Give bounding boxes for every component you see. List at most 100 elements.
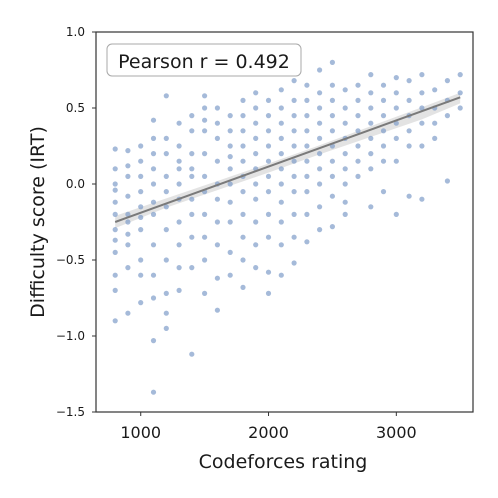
data-point bbox=[278, 151, 284, 157]
data-point bbox=[265, 158, 272, 164]
data-point bbox=[163, 310, 169, 316]
data-point bbox=[265, 113, 272, 119]
data-point bbox=[342, 151, 348, 157]
data-point bbox=[176, 166, 182, 172]
data-point bbox=[189, 265, 195, 271]
data-point bbox=[202, 151, 208, 157]
data-point bbox=[214, 135, 220, 141]
data-point bbox=[176, 242, 182, 248]
data-point bbox=[163, 325, 169, 331]
data-point bbox=[138, 158, 144, 164]
plot-frame bbox=[95, 31, 474, 413]
data-point bbox=[329, 173, 335, 179]
data-point bbox=[432, 87, 438, 93]
data-point bbox=[406, 193, 412, 199]
data-point bbox=[240, 143, 246, 149]
data-point bbox=[368, 120, 374, 126]
y-tick-label: −1.0 bbox=[56, 329, 85, 343]
data-point bbox=[317, 90, 323, 96]
data-point bbox=[227, 128, 233, 134]
data-point bbox=[253, 120, 259, 126]
data-point bbox=[329, 158, 335, 164]
data-point bbox=[265, 173, 272, 179]
data-point bbox=[240, 113, 246, 119]
data-point bbox=[380, 82, 387, 88]
data-point bbox=[240, 158, 246, 164]
data-point bbox=[304, 211, 310, 217]
data-point bbox=[240, 128, 246, 134]
data-point bbox=[176, 287, 182, 293]
y-tick-label: 0.5 bbox=[66, 101, 85, 115]
data-point bbox=[278, 120, 284, 126]
pearson-annotation: Pearson r = 0.492 bbox=[118, 51, 290, 73]
data-point bbox=[163, 227, 169, 233]
data-point bbox=[419, 105, 425, 111]
data-point bbox=[444, 178, 450, 184]
data-point bbox=[278, 219, 284, 225]
data-point bbox=[163, 204, 169, 210]
data-point bbox=[176, 120, 182, 126]
data-point bbox=[125, 148, 131, 154]
data-point bbox=[189, 351, 195, 357]
data-point bbox=[150, 272, 157, 278]
data-point bbox=[342, 105, 348, 111]
data-point bbox=[202, 290, 208, 296]
data-point bbox=[138, 214, 144, 220]
data-point bbox=[304, 173, 310, 179]
annotation-frame bbox=[106, 43, 302, 77]
data-point bbox=[329, 128, 335, 134]
data-point bbox=[419, 143, 425, 149]
data-point bbox=[317, 120, 323, 126]
data-point bbox=[393, 211, 399, 217]
data-point bbox=[419, 120, 425, 126]
data-point bbox=[329, 59, 335, 65]
data-point bbox=[355, 128, 361, 134]
data-point bbox=[240, 234, 246, 240]
data-point bbox=[406, 97, 412, 103]
data-point bbox=[189, 128, 195, 134]
x-tick-label: 2000 bbox=[248, 423, 289, 442]
data-point bbox=[138, 272, 144, 278]
data-point bbox=[240, 211, 246, 217]
data-point bbox=[125, 231, 131, 237]
data-point bbox=[253, 242, 259, 248]
data-point bbox=[368, 90, 374, 96]
data-point bbox=[393, 75, 399, 81]
data-point bbox=[150, 135, 157, 141]
data-point bbox=[112, 249, 118, 255]
data-point bbox=[265, 269, 272, 275]
data-point bbox=[189, 151, 195, 157]
data-point bbox=[457, 105, 463, 111]
y-tick-label: 0.0 bbox=[66, 177, 85, 191]
data-point bbox=[304, 82, 310, 88]
data-point bbox=[253, 151, 259, 157]
data-point bbox=[227, 272, 233, 278]
data-point bbox=[125, 193, 131, 199]
data-point bbox=[214, 120, 220, 126]
data-point bbox=[278, 87, 284, 93]
data-point bbox=[432, 135, 438, 141]
data-point bbox=[227, 154, 233, 160]
data-point bbox=[150, 242, 157, 248]
data-point bbox=[278, 105, 284, 111]
data-point bbox=[176, 265, 182, 271]
data-point bbox=[253, 90, 259, 96]
data-point bbox=[406, 143, 412, 149]
data-point bbox=[253, 105, 259, 111]
y-tick-label: −1.5 bbox=[56, 405, 85, 419]
data-point bbox=[380, 189, 387, 195]
data-point bbox=[304, 239, 310, 245]
data-point bbox=[265, 211, 272, 217]
data-point bbox=[342, 120, 348, 126]
data-point bbox=[380, 97, 387, 103]
data-point bbox=[457, 72, 463, 78]
data-point bbox=[150, 166, 157, 172]
data-point bbox=[329, 224, 335, 230]
data-point bbox=[125, 163, 131, 169]
y-tick-label: −0.5 bbox=[56, 253, 85, 267]
data-point bbox=[163, 93, 169, 99]
data-point bbox=[240, 257, 246, 263]
data-point bbox=[368, 72, 374, 78]
data-point bbox=[125, 219, 131, 225]
